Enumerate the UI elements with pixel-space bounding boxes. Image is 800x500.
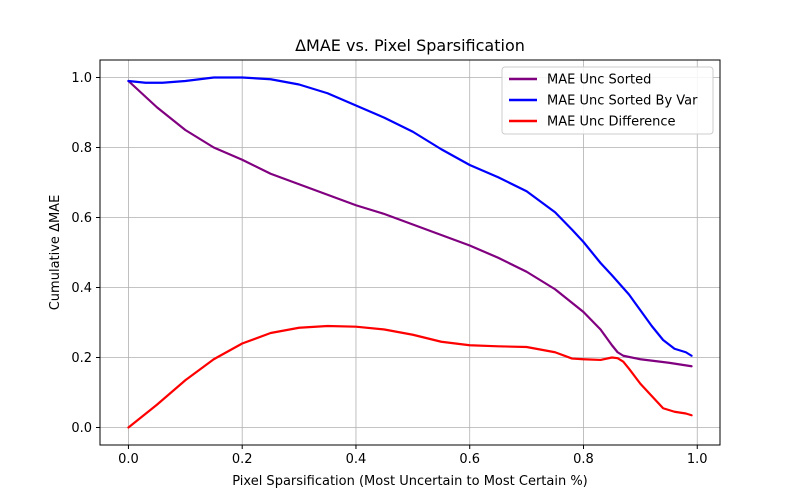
plot-frame	[99, 59, 721, 446]
x-tick-label: 0.0	[118, 452, 139, 467]
y-tick-label: 1.0	[71, 71, 92, 86]
x-tick-label: 0.6	[459, 452, 480, 467]
y-tick-label: 0.6	[71, 211, 92, 226]
x-axis-label: Pixel Sparsification (Most Uncertain to …	[232, 474, 588, 489]
legend-label: MAE Unc Sorted By Var	[547, 94, 698, 109]
legend-label: MAE Unc Sorted	[547, 73, 651, 88]
legend-label: MAE Unc Difference	[547, 115, 676, 130]
x-tick-label: 0.8	[573, 452, 594, 467]
legend-box	[501, 66, 714, 135]
legend: MAE Unc Sorted MAE Unc Sorted By Var MAE U…	[501, 66, 714, 135]
y-axis-label: Cumulative ΔMAE	[48, 195, 63, 311]
chart-title: ΔMAE vs. Pixel Sparsification	[295, 36, 525, 55]
series-line-1	[127, 79, 693, 368]
x-tick-label: 1.0	[687, 452, 708, 467]
x-tick-label: 0.2	[232, 452, 253, 467]
y-tick-label: 0.0	[71, 421, 92, 436]
y-tick-label: 0.4	[71, 281, 92, 296]
series-line-3	[127, 324, 693, 429]
y-tick-label: 0.8	[71, 141, 92, 156]
series-line-2	[127, 76, 693, 357]
x-tick-label: 0.4	[346, 452, 367, 467]
y-tick-label: 0.2	[71, 351, 92, 366]
